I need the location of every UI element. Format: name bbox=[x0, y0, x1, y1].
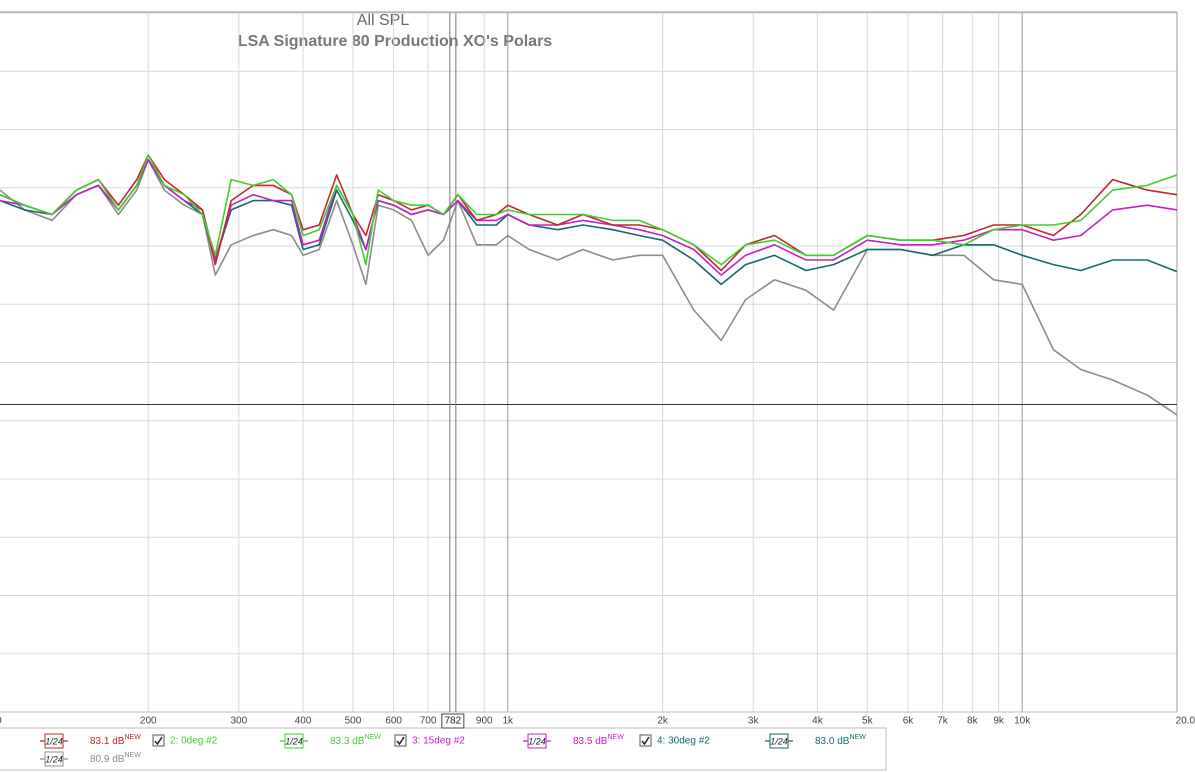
smoothing-label: 1/24 bbox=[285, 736, 303, 746]
x-tick-label: 3k bbox=[748, 716, 760, 727]
legend-name: 2: 0deg #2 bbox=[170, 736, 218, 747]
legend-level: 80.9 dBNEW bbox=[90, 752, 141, 765]
smoothing-box bbox=[769, 733, 789, 749]
x-tick-label: 6k bbox=[903, 716, 915, 727]
x-tick-label: 8k bbox=[967, 716, 979, 727]
chart-title: All SPL bbox=[357, 12, 410, 29]
legend-checkbox bbox=[394, 734, 407, 747]
legend-level: 83.3 dBNEW bbox=[330, 734, 381, 747]
level-tag: NEW bbox=[124, 734, 141, 741]
x-tick-label: 7k bbox=[937, 716, 949, 727]
checkbox bbox=[639, 734, 652, 747]
x-tick-label: 700 bbox=[420, 716, 437, 727]
x-tick-label: 300 bbox=[230, 716, 247, 727]
x-tick-label: 400 bbox=[295, 716, 312, 727]
x-tick-label: 10k bbox=[1014, 716, 1031, 727]
checkbox bbox=[394, 734, 407, 747]
level-tag: NEW bbox=[124, 752, 141, 759]
level-tag: NEW bbox=[364, 734, 381, 741]
x-tick-label: 2k bbox=[657, 716, 669, 727]
smoothing-box bbox=[527, 733, 547, 749]
level-tag: NEW bbox=[607, 734, 624, 741]
legend-name: 4: 30deg #2 bbox=[657, 736, 710, 747]
cursor-label: 782 bbox=[445, 716, 462, 727]
smoothing-box bbox=[284, 733, 304, 749]
x-tick-label: 1k bbox=[502, 716, 514, 727]
smoothing-label: 1/24 bbox=[770, 736, 788, 746]
x-tick-label: 5k bbox=[862, 716, 874, 727]
smoothing-box bbox=[44, 751, 64, 767]
smoothing-label: 1/24 bbox=[45, 736, 63, 746]
x-tick-label: 9k bbox=[993, 716, 1005, 727]
level-value: 83.3 dB bbox=[330, 736, 365, 747]
checkmark bbox=[154, 736, 163, 746]
smoothing-box bbox=[44, 733, 64, 749]
smoothing-label: 1/24 bbox=[528, 736, 546, 746]
level-value: 83.0 dB bbox=[815, 736, 850, 747]
level-value: 80.9 dB bbox=[90, 754, 125, 765]
checkmark bbox=[641, 736, 650, 746]
checkmark bbox=[396, 736, 405, 746]
smoothing-label: 1/24 bbox=[45, 754, 63, 764]
chart-subtitle: LSA Signature 80 Production XO's Polars bbox=[238, 33, 552, 50]
x-tick-label: 100 bbox=[0, 716, 2, 727]
legend-level: 83.0 dBNEW bbox=[815, 734, 866, 747]
series-line bbox=[0, 154, 1178, 266]
x-tick-label: 600 bbox=[385, 716, 402, 727]
x-tick-label: 4k bbox=[812, 716, 824, 727]
checkbox bbox=[152, 734, 165, 747]
legend-level: 83.5 dBNEW bbox=[573, 734, 624, 747]
legend-level: 83.1 dBNEW bbox=[90, 734, 141, 747]
level-value: 83.5 dB bbox=[573, 736, 608, 747]
legend-checkbox bbox=[639, 734, 652, 747]
x-tick-label: 20.0kHz bbox=[1176, 716, 1195, 727]
x-tick-label: 900 bbox=[476, 716, 493, 727]
cursor-label-box bbox=[441, 713, 465, 729]
x-tick-label: 500 bbox=[345, 716, 362, 727]
x-tick-label: 200 bbox=[140, 716, 157, 727]
level-tag: NEW bbox=[849, 734, 866, 741]
legend-name: 3: 15deg #2 bbox=[412, 736, 465, 747]
series-line bbox=[0, 159, 1178, 276]
level-value: 83.1 dB bbox=[90, 736, 125, 747]
legend-checkbox bbox=[152, 734, 165, 747]
